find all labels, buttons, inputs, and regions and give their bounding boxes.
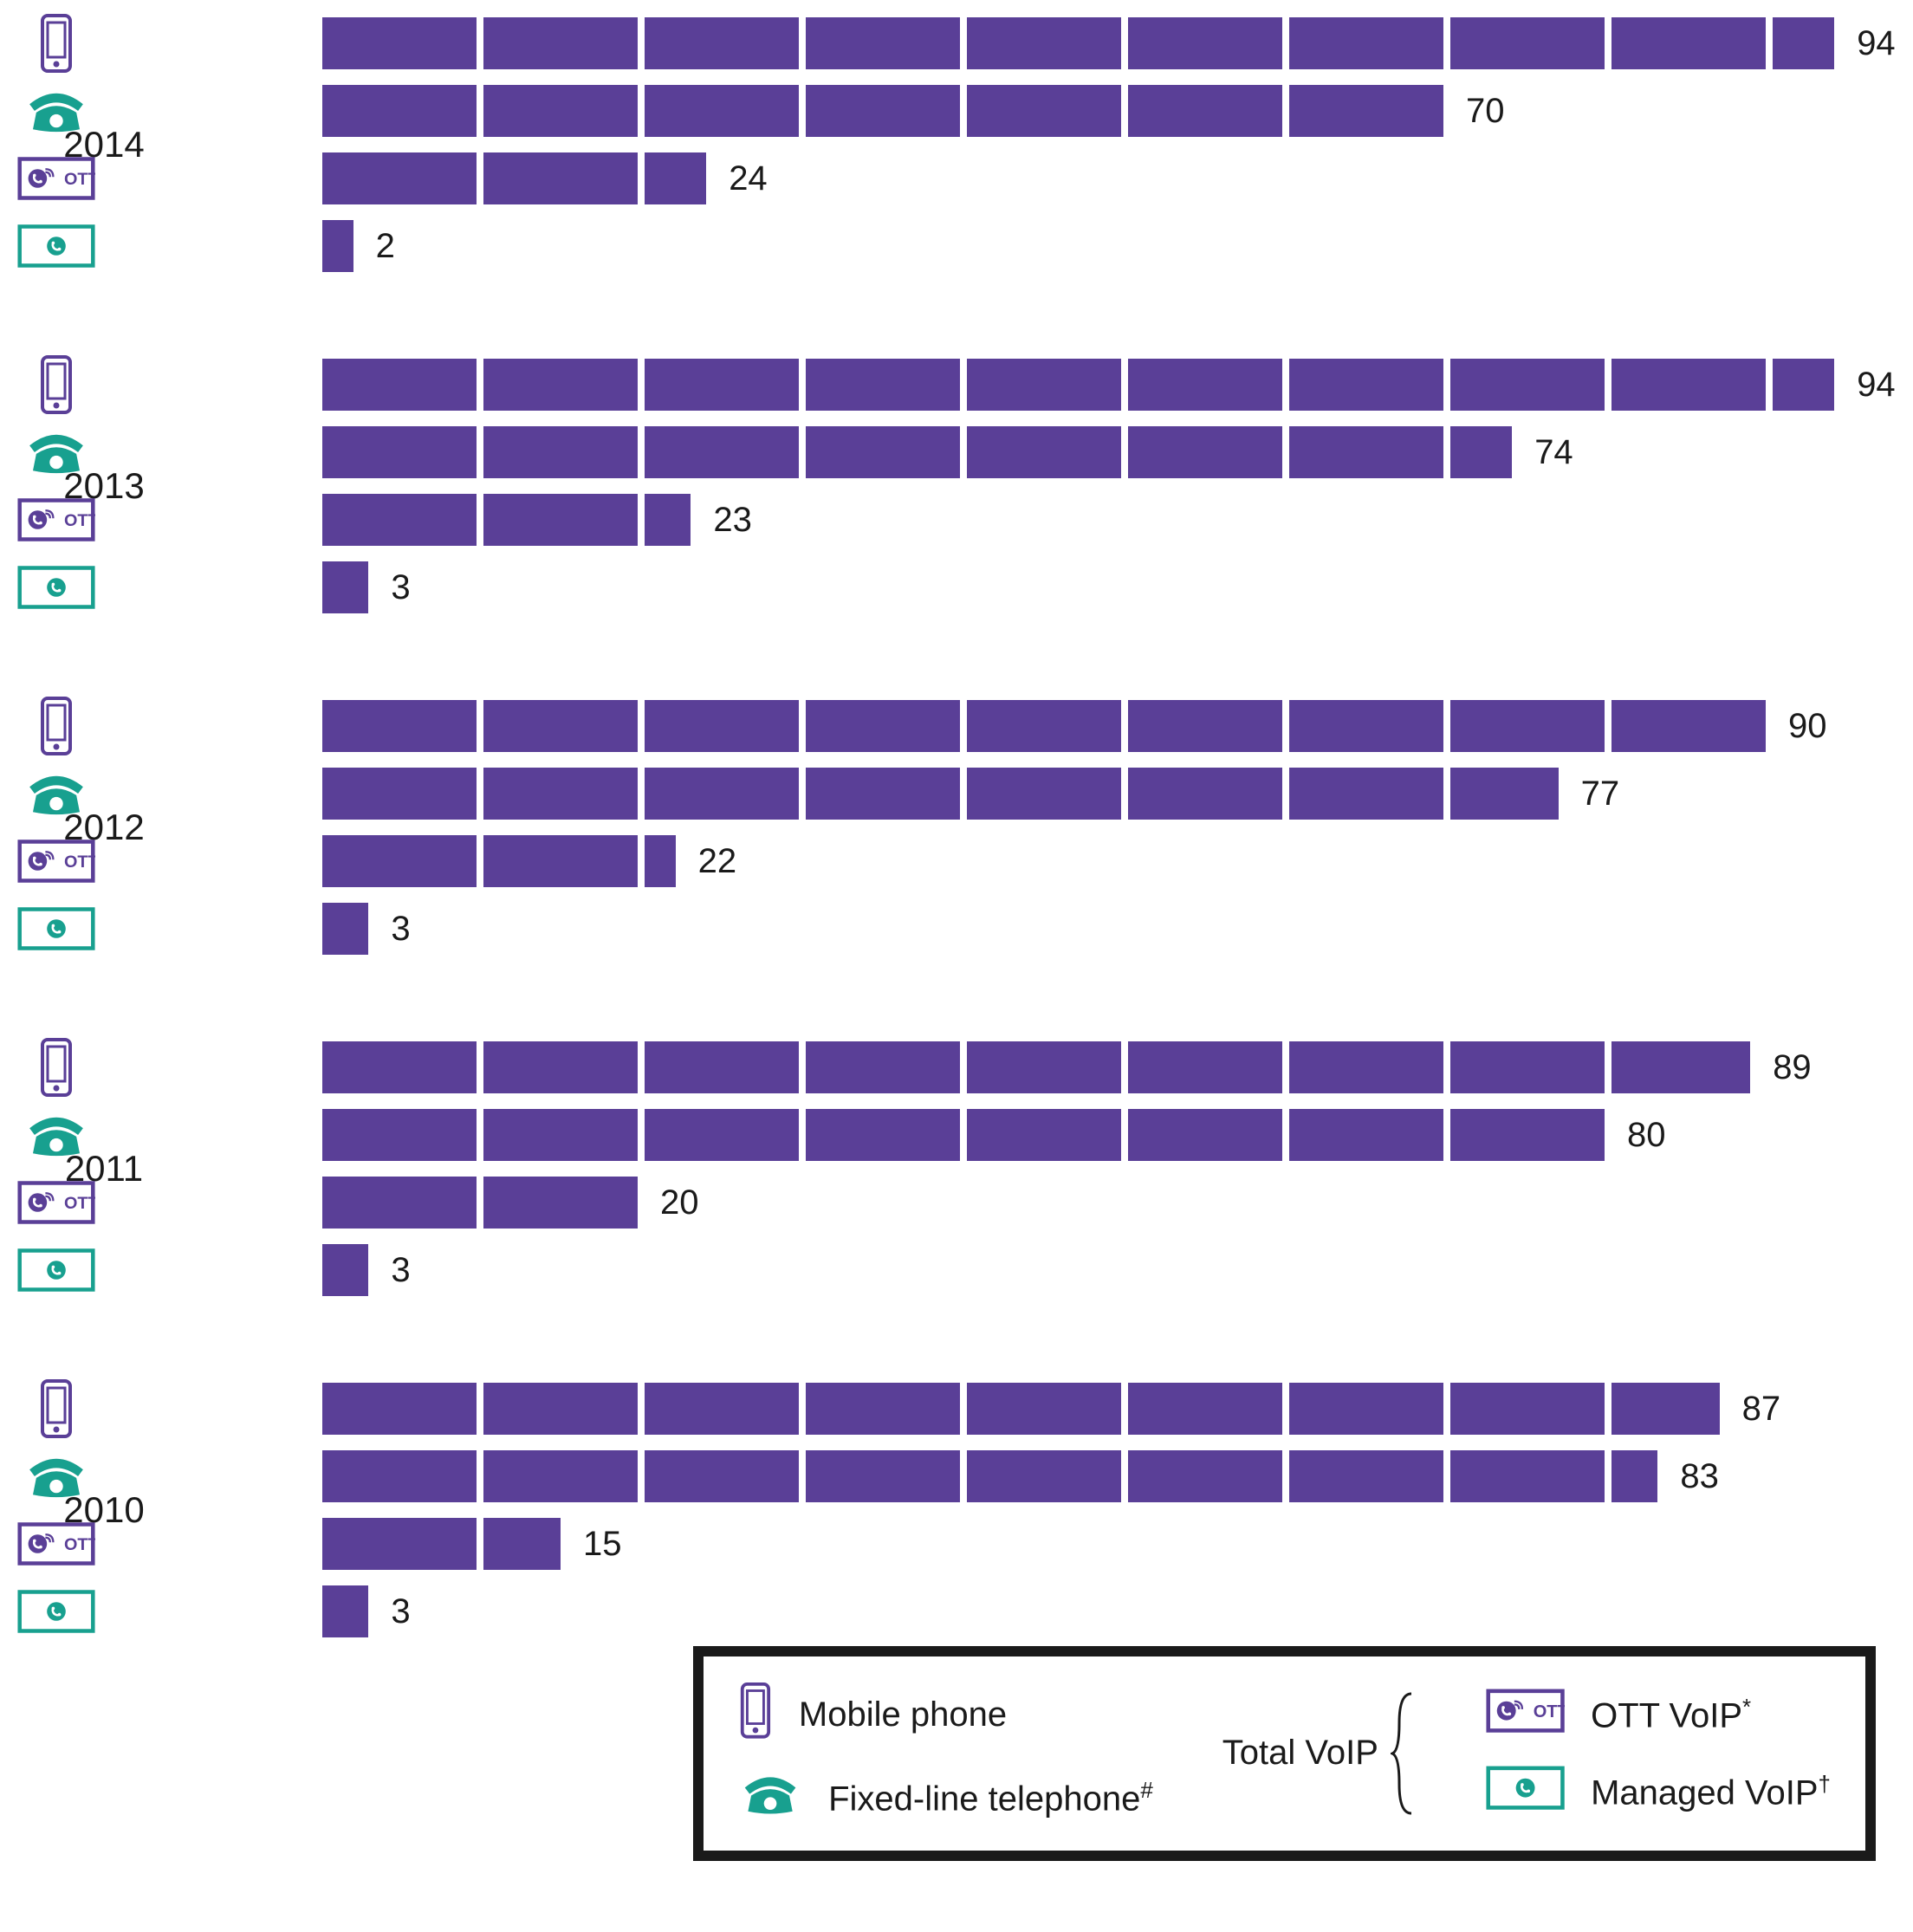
managed-icon bbox=[17, 1585, 95, 1637]
fixed-icon bbox=[17, 768, 95, 820]
mobile-icon bbox=[17, 700, 95, 752]
bar-value-label: 3 bbox=[391, 568, 410, 607]
bar-value-label: 94 bbox=[1857, 24, 1896, 63]
bar-value-label: 83 bbox=[1680, 1457, 1719, 1496]
bar-value-label: 24 bbox=[729, 159, 768, 198]
ott-icon: OTT bbox=[17, 835, 95, 887]
mobile-icon bbox=[17, 359, 95, 411]
legend-mobile-label: Mobile phone bbox=[799, 1695, 1007, 1734]
ott-icon: OTT bbox=[17, 1518, 95, 1570]
bar-2012-managed: 3 bbox=[322, 903, 411, 955]
legend-managed: Managed VoIP† bbox=[1486, 1766, 1831, 1819]
bar-value-label: 3 bbox=[391, 1592, 410, 1631]
bar-value-label: 74 bbox=[1534, 433, 1573, 472]
ott-icon: OTT bbox=[1486, 1689, 1565, 1741]
fixed-icon bbox=[17, 1450, 95, 1502]
bar-value-label: 3 bbox=[391, 910, 410, 949]
ott-icon: OTT bbox=[17, 152, 95, 204]
mobile-icon bbox=[17, 1041, 95, 1093]
bar-2014-fixed: 70 bbox=[322, 85, 1505, 137]
bar-value-label: 3 bbox=[391, 1251, 410, 1290]
bar-2011-mobile: 89 bbox=[322, 1041, 1812, 1093]
bar-2012-mobile: 90 bbox=[322, 700, 1827, 752]
legend-brace: Total VoIP bbox=[1222, 1689, 1417, 1819]
fixed-icon bbox=[17, 426, 95, 478]
bar-value-label: 89 bbox=[1773, 1048, 1812, 1087]
managed-icon bbox=[17, 561, 95, 613]
managed-icon bbox=[17, 903, 95, 955]
bar-2013-fixed: 74 bbox=[322, 426, 1573, 478]
bar-2012-fixed: 77 bbox=[322, 768, 1619, 820]
svg-text:OTT: OTT bbox=[64, 511, 95, 530]
bar-value-label: 87 bbox=[1742, 1390, 1781, 1429]
legend-fixed-label: Fixed-line telephone# bbox=[828, 1777, 1153, 1819]
legend: Mobile phone Fixed-line telephone# Total… bbox=[693, 1646, 1876, 1861]
bar-2014-mobile: 94 bbox=[322, 17, 1896, 69]
bar-2013-ott: 23 bbox=[322, 494, 752, 546]
bar-value-label: 94 bbox=[1857, 366, 1896, 405]
bar-2010-mobile: 87 bbox=[322, 1383, 1780, 1435]
mobile-icon bbox=[17, 1383, 95, 1435]
bar-value-label: 23 bbox=[713, 501, 752, 540]
bar-value-label: 80 bbox=[1627, 1116, 1666, 1155]
bar-2013-mobile: 94 bbox=[322, 359, 1896, 411]
bar-2011-managed: 3 bbox=[322, 1244, 411, 1296]
svg-text:OTT: OTT bbox=[64, 170, 95, 189]
bar-2014-managed: 2 bbox=[322, 220, 395, 272]
legend-mobile: Mobile phone bbox=[738, 1682, 1153, 1747]
bar-value-label: 15 bbox=[583, 1525, 622, 1564]
bar-2010-ott: 15 bbox=[322, 1518, 622, 1570]
legend-brace-label: Total VoIP bbox=[1222, 1734, 1378, 1773]
legend-ott-label: OTT VoIP* bbox=[1591, 1694, 1751, 1735]
mobile-icon bbox=[17, 17, 95, 69]
bar-value-label: 20 bbox=[660, 1183, 699, 1222]
bar-value-label: 70 bbox=[1466, 92, 1505, 131]
ott-icon: OTT bbox=[17, 494, 95, 546]
legend-managed-label: Managed VoIP† bbox=[1591, 1771, 1831, 1812]
legend-fixed: Fixed-line telephone# bbox=[738, 1772, 1153, 1825]
bar-2010-fixed: 83 bbox=[322, 1450, 1719, 1502]
bar-2011-fixed: 80 bbox=[322, 1109, 1666, 1161]
bar-2013-managed: 3 bbox=[322, 561, 411, 613]
bar-2014-ott: 24 bbox=[322, 152, 768, 204]
svg-text:OTT: OTT bbox=[1534, 1702, 1565, 1721]
managed-icon bbox=[17, 220, 95, 272]
bar-value-label: 77 bbox=[1581, 775, 1620, 814]
svg-text:OTT: OTT bbox=[64, 853, 95, 872]
bar-value-label: 90 bbox=[1788, 707, 1827, 746]
legend-col-left: Mobile phone Fixed-line telephone# bbox=[738, 1682, 1153, 1825]
legend-ott: OTT OTT VoIP* bbox=[1486, 1689, 1831, 1741]
svg-text:OTT: OTT bbox=[64, 1535, 95, 1554]
bar-2012-ott: 22 bbox=[322, 835, 736, 887]
svg-text:OTT: OTT bbox=[64, 1194, 95, 1213]
legend-col-right: OTT OTT VoIP* Managed VoIP† bbox=[1486, 1689, 1831, 1819]
managed-icon bbox=[1486, 1766, 1565, 1819]
bar-2010-managed: 3 bbox=[322, 1585, 411, 1637]
ott-icon: OTT bbox=[17, 1177, 95, 1229]
bar-value-label: 22 bbox=[698, 842, 737, 881]
fixed-icon bbox=[17, 1109, 95, 1161]
fixed-icon bbox=[738, 1772, 802, 1825]
fixed-icon bbox=[17, 85, 95, 137]
bar-2011-ott: 20 bbox=[322, 1177, 699, 1229]
mobile-icon bbox=[738, 1682, 773, 1747]
bar-value-label: 2 bbox=[376, 227, 395, 266]
managed-icon bbox=[17, 1244, 95, 1296]
telephone-usage-chart: 2014 94 70 OT bbox=[17, 17, 1896, 1915]
